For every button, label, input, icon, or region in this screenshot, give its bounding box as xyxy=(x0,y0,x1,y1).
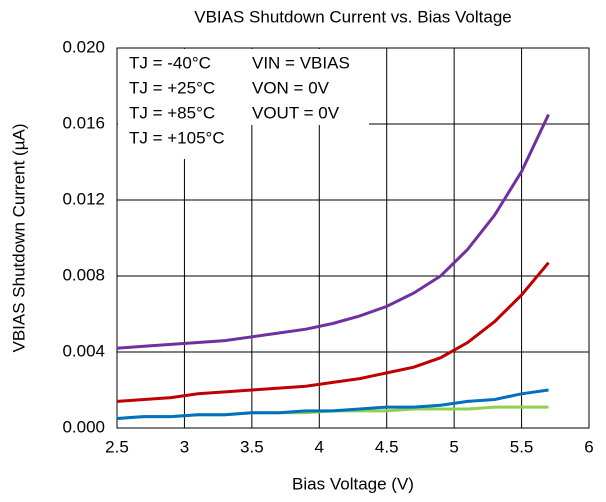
x-tick-label: 6 xyxy=(584,437,593,456)
annotation: VIN = VBIAS xyxy=(252,53,350,72)
annotation-box xyxy=(251,49,369,125)
plot-border xyxy=(116,47,590,429)
legend-label: TJ = +25°C xyxy=(129,78,215,97)
x-tick-label: 3.5 xyxy=(240,437,264,456)
annotation: VON = 0V xyxy=(252,78,330,97)
y-tick-label: 0.008 xyxy=(62,265,105,284)
x-axis-label: Bias Voltage (V) xyxy=(292,474,414,493)
legend-label: TJ = +85°C xyxy=(129,103,215,122)
x-tick-label: 4.5 xyxy=(375,437,399,456)
y-tick-label: 0.004 xyxy=(62,341,105,360)
series-line xyxy=(116,113,550,350)
y-axis-label: VBIAS Shutdown Current (µA) xyxy=(9,123,28,352)
chart-title: VBIAS Shutdown Current vs. Bias Voltage xyxy=(194,7,512,26)
y-tick-label: 0.000 xyxy=(62,417,105,436)
y-tick-label: 0.012 xyxy=(62,189,105,208)
y-tick-label: 0.016 xyxy=(62,113,105,132)
legend-box xyxy=(118,49,251,159)
x-tick-label: 2.5 xyxy=(105,437,129,456)
series-line xyxy=(116,388,549,420)
x-tick-label: 4 xyxy=(315,437,324,456)
x-tick-label: 3 xyxy=(180,437,189,456)
x-tick-label: 5 xyxy=(449,437,458,456)
annotation: VOUT = 0V xyxy=(252,103,340,122)
y-tick-label: 0.020 xyxy=(62,37,105,56)
legend-label: TJ = +105°C xyxy=(129,128,225,147)
x-tick-label: 5.5 xyxy=(510,437,534,456)
legend-label: TJ = -40°C xyxy=(129,53,211,72)
series-line xyxy=(116,261,550,403)
